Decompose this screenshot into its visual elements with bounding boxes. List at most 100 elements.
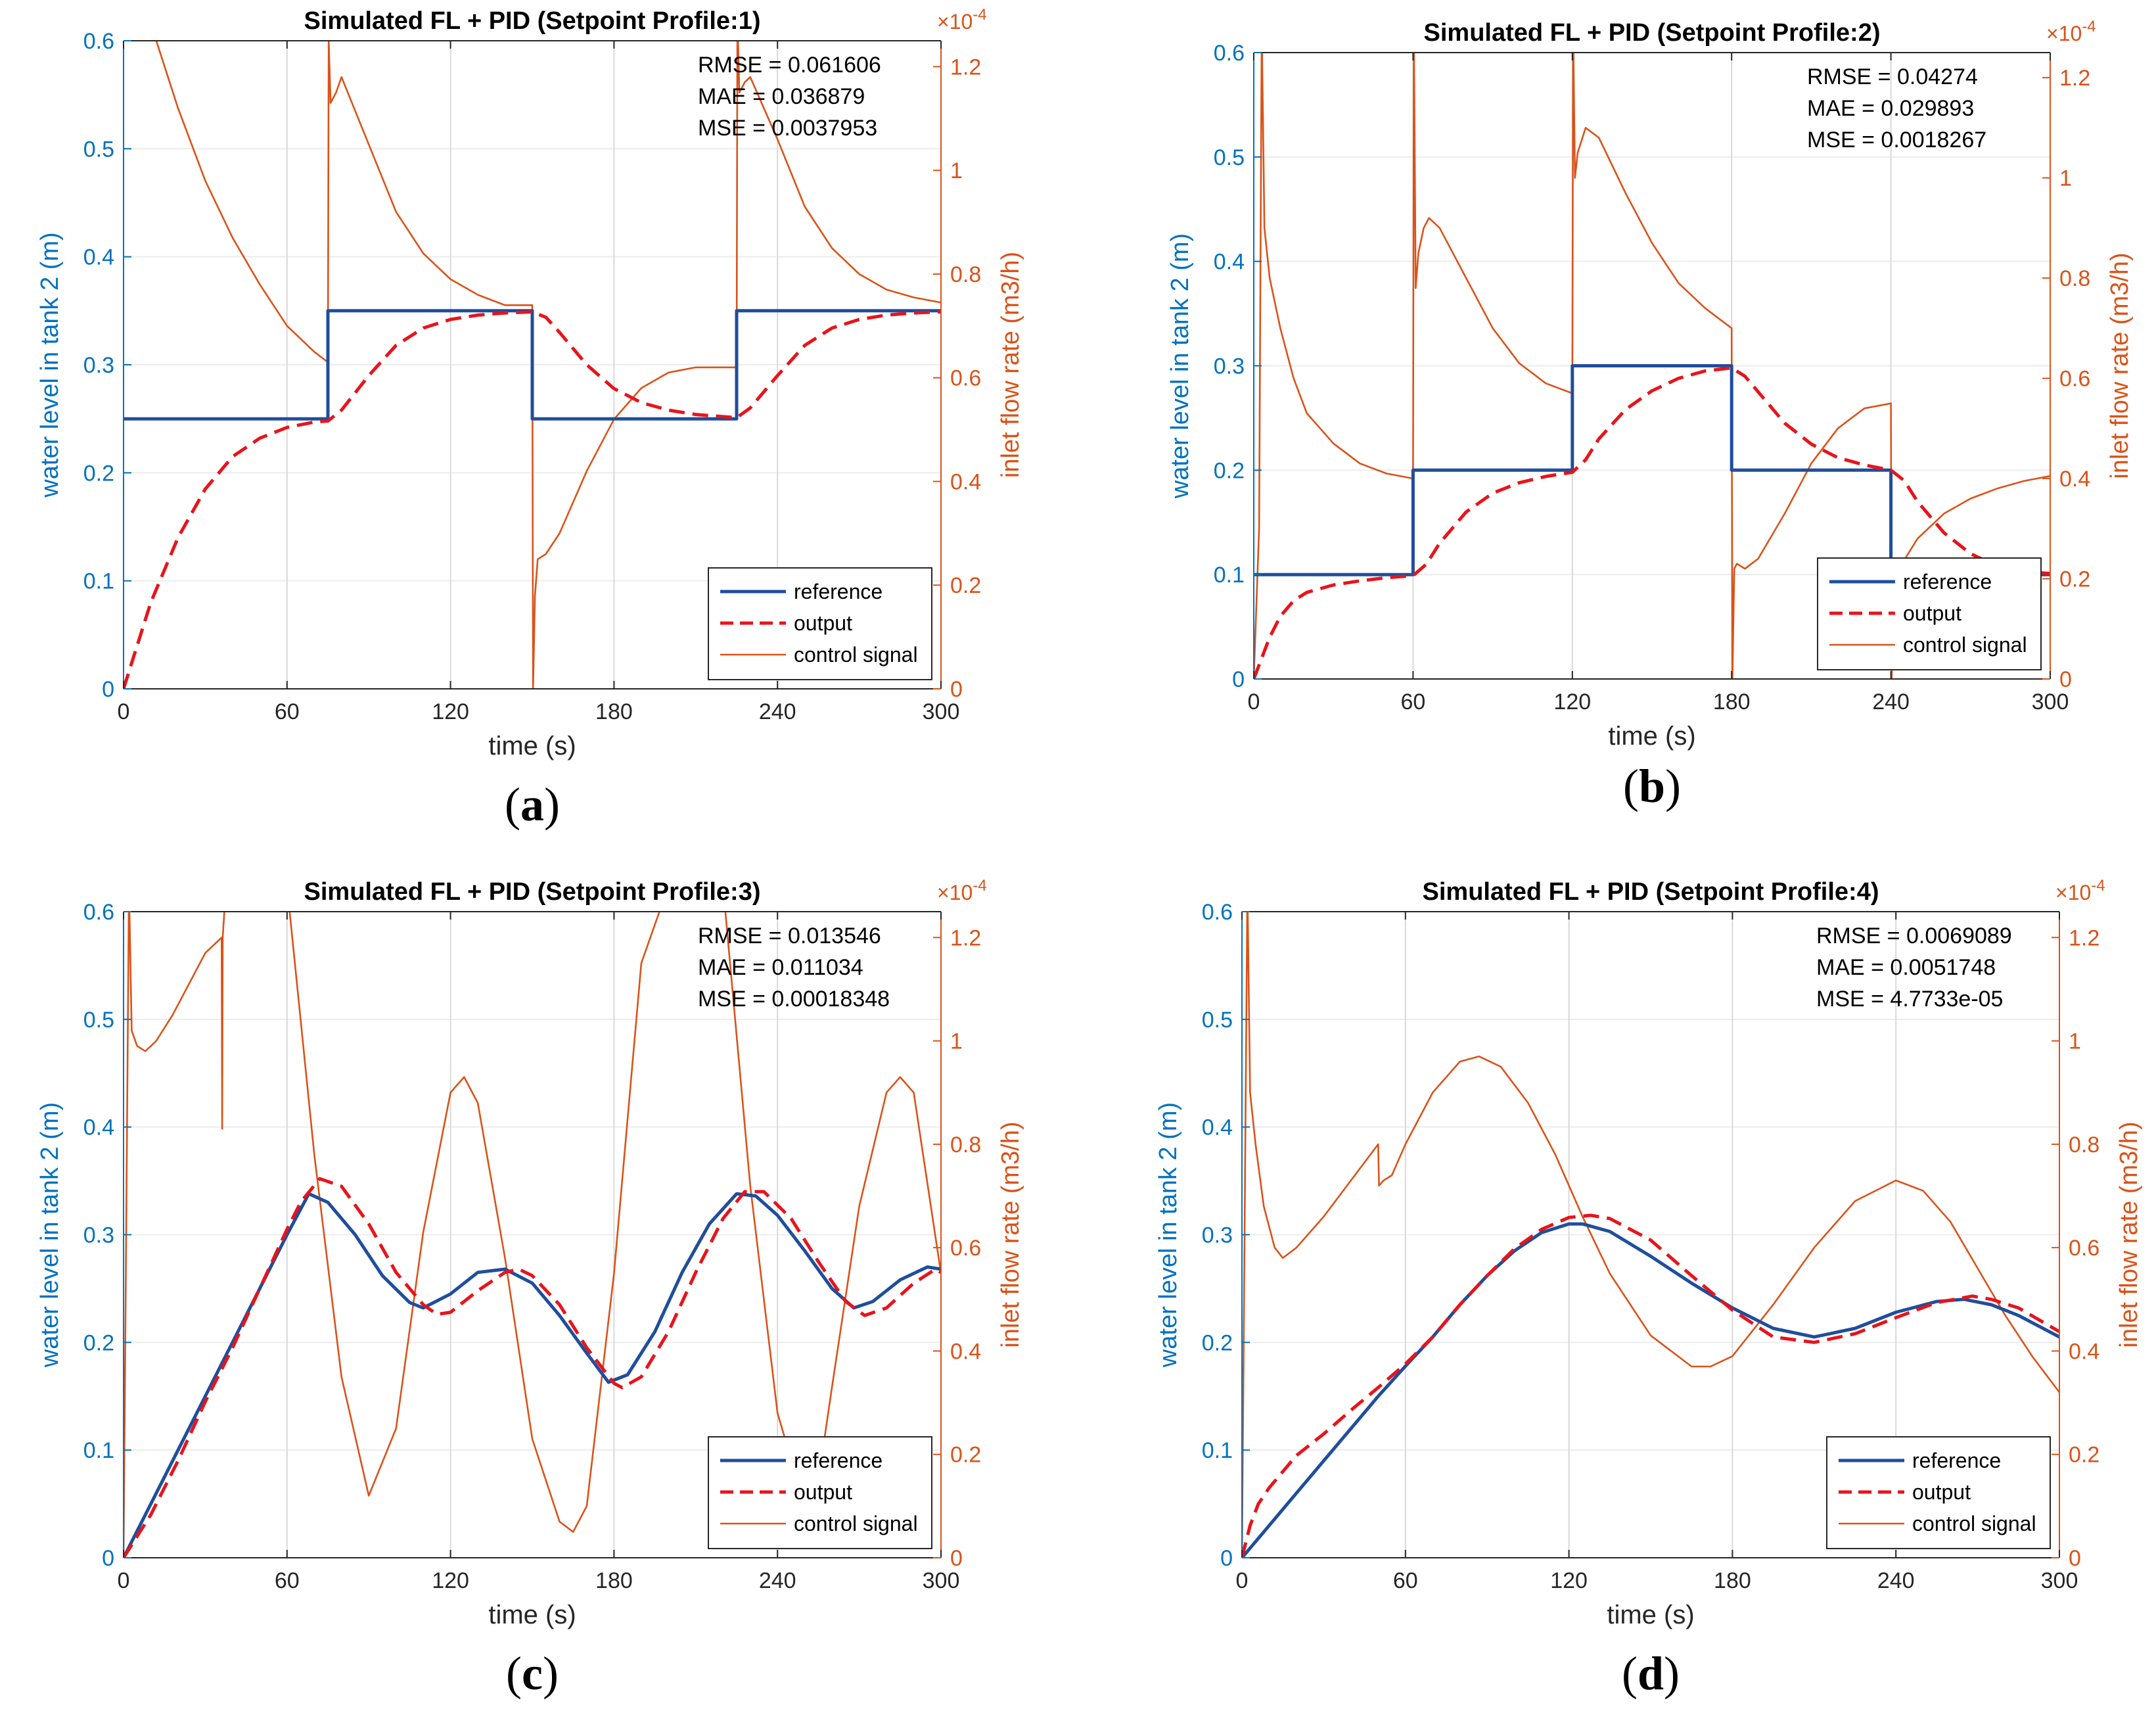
legend-entry: control signal (794, 643, 918, 666)
y-right-axis-label: inlet flow rate (m3/h) (2106, 252, 2134, 479)
y-right-axis-label: inlet flow rate (m3/h) (2115, 1121, 2143, 1347)
x-tick-label: 120 (432, 1568, 469, 1593)
legend-entry: control signal (1912, 1512, 2036, 1535)
y-right-tick-label: 0.2 (950, 1443, 981, 1468)
right-axis-exponent-power: -4 (973, 6, 986, 24)
y-left-tick-label: 0.6 (83, 900, 114, 925)
x-tick-label: 300 (923, 1568, 960, 1593)
legend-entry: output (794, 611, 852, 635)
legend-entry: output (794, 1480, 852, 1504)
series-output (124, 1177, 941, 1558)
y-right-tick-label: 0.8 (2069, 1133, 2099, 1157)
series-output (1254, 366, 2050, 679)
y-right-tick-label: 1 (950, 1029, 963, 1054)
y-left-tick-label: 0.4 (83, 1115, 114, 1140)
chart-title: Simulated FL + PID (Setpoint Profile:2) (1424, 19, 1881, 47)
x-tick-label: 180 (1714, 1568, 1751, 1593)
x-tick-label: 180 (595, 1568, 633, 1593)
x-axis-label: time (s) (1608, 722, 1695, 751)
y-left-tick-label: 0.1 (1202, 1438, 1233, 1463)
y-left-axis-label: water level in tank 2 (m) (1166, 233, 1194, 499)
y-left-axis-label: water level in tank 2 (m) (1155, 1102, 1182, 1368)
stat-annotation: MAE = 0.0051748 (1816, 955, 1996, 980)
right-axis-exponent: ×10-4 (2046, 18, 2096, 45)
y-left-tick-label: 0.1 (1214, 563, 1245, 588)
y-left-tick-label: 0.3 (1214, 354, 1245, 379)
x-tick-label: 60 (1393, 1568, 1418, 1593)
x-axis-label: time (s) (1607, 1600, 1694, 1629)
y-right-tick-label: 1.2 (2069, 925, 2099, 950)
legend-entry: control signal (794, 1512, 918, 1535)
legend-entry: output (1903, 601, 1961, 625)
y-left-tick-label: 0.2 (83, 1330, 114, 1355)
y-left-tick-label: 0.6 (1214, 41, 1245, 66)
y-left-tick-label: 0.5 (1202, 1008, 1233, 1033)
y-left-tick-label: 0 (102, 677, 114, 702)
y-left-tick-label: 0 (102, 1546, 114, 1571)
subplot-d: 0 60 120 180 240 300 0 0.1 0.2 0.3 0.4 0.5 0.6 0 0.2 0.… (1091, 862, 2156, 1725)
series-reference (1242, 1222, 2059, 1558)
legend-entry: control signal (1903, 633, 2027, 657)
x-axis-label: time (s) (488, 732, 576, 760)
stat-annotation: MSE = 0.0037953 (698, 116, 877, 141)
legend-entry: reference (794, 1449, 883, 1472)
legend-entry: reference (794, 580, 883, 603)
y-right-tick-label: 1.2 (950, 925, 981, 950)
series-reference (124, 309, 941, 421)
x-tick-label: 60 (275, 699, 300, 724)
y-left-tick-label: 0.1 (83, 569, 114, 594)
y-right-tick-label: 1.2 (2059, 66, 2090, 91)
subfigure-paren: ) (1665, 760, 1681, 812)
x-tick-label: 0 (118, 699, 130, 724)
series-control-signal (155, 41, 941, 689)
y-right-tick-label: 0.2 (950, 573, 981, 598)
stat-annotation: RMSE = 0.0069089 (1816, 923, 2012, 948)
x-tick-label: 60 (1400, 689, 1425, 714)
y-right-tick-label: 1 (2059, 166, 2072, 191)
stat-annotation: MAE = 0.011034 (698, 955, 863, 980)
y-right-tick-label: 0 (950, 1546, 963, 1571)
stat-annotation: RMSE = 0.04274 (1807, 64, 1978, 89)
subfigure-letter: a (520, 778, 544, 831)
y-right-tick-label: 1 (950, 158, 963, 183)
right-axis-exponent: ×10-4 (937, 6, 987, 34)
x-tick-label: 0 (1236, 1568, 1249, 1593)
x-tick-label: 300 (923, 699, 960, 724)
y-right-tick-label: 0 (950, 677, 963, 702)
y-right-tick-label: 0.6 (950, 1236, 981, 1261)
x-axis-label: time (s) (488, 1600, 576, 1629)
stat-annotation: MSE = 0.00018348 (698, 987, 890, 1012)
subfigure-paren: ) (543, 1647, 559, 1700)
legend-entry: reference (1912, 1449, 2001, 1472)
y-right-tick-label: 0.4 (2069, 1339, 2099, 1364)
subplot-b: 0 60 120 180 240 300 0 0.1 0.2 0.3 0.4 0.5 0.6 0 0.2 0.… (1091, 0, 2156, 861)
y-left-tick-label: 0.5 (83, 137, 114, 162)
subfigure-label: (b) (1623, 760, 1681, 812)
y-left-tick-label: 0.6 (83, 29, 114, 54)
series-control-signal (1242, 912, 2059, 1558)
y-left-tick-label: 0.5 (1214, 145, 1245, 170)
x-tick-label: 0 (118, 1568, 130, 1593)
x-tick-label: 120 (432, 699, 469, 724)
y-right-tick-label: 0.4 (950, 469, 981, 494)
y-right-tick-label: 0 (2059, 667, 2072, 692)
y-right-tick-label: 0.2 (2059, 567, 2090, 592)
y-right-tick-label: 1 (2069, 1029, 2081, 1054)
y-right-tick-label: 0.4 (2059, 467, 2090, 492)
right-axis-exponent: ×10-4 (2055, 877, 2105, 904)
y-right-tick-label: 0.8 (950, 1133, 981, 1157)
y-left-tick-label: 0.5 (83, 1008, 114, 1033)
x-tick-label: 180 (595, 699, 633, 724)
y-right-tick-label: 0.8 (950, 262, 981, 287)
x-tick-label: 240 (759, 1568, 796, 1593)
y-left-tick-label: 0.2 (83, 461, 114, 486)
x-tick-label: 300 (2041, 1568, 2078, 1593)
y-left-tick-label: 0.3 (83, 1223, 114, 1248)
y-left-tick-label: 0.6 (1202, 900, 1233, 925)
y-right-tick-label: 0.2 (2069, 1443, 2099, 1468)
y-left-tick-label: 0.4 (1202, 1115, 1233, 1140)
subfigure-letter: c (522, 1647, 543, 1700)
y-left-axis-label: water level in tank 2 (m) (36, 1102, 64, 1368)
series-reference (1254, 364, 2050, 576)
chart-title: Simulated FL + PID (Setpoint Profile:1) (304, 7, 761, 35)
